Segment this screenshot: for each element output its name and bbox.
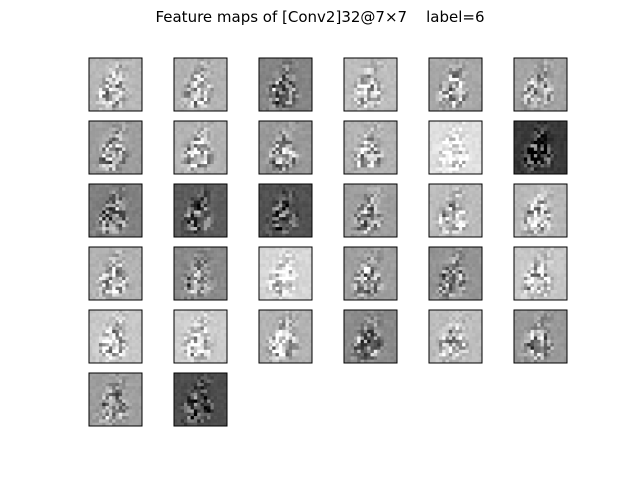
feature-map-26 (173, 309, 228, 364)
feature-map-frame (88, 183, 143, 238)
feature-map-8 (173, 120, 228, 175)
feature-map-16 (343, 183, 398, 238)
feature-map-6 (513, 57, 568, 112)
feature-map-frame (88, 57, 143, 112)
feature-map-frame (343, 183, 398, 238)
feature-map-frame (258, 120, 313, 175)
feature-map-24 (513, 246, 568, 301)
feature-map-13 (88, 183, 143, 238)
feature-map-18 (513, 183, 568, 238)
feature-map-5 (428, 57, 483, 112)
feature-map-19 (88, 246, 143, 301)
feature-map-17 (428, 183, 483, 238)
feature-map-frame (258, 183, 313, 238)
feature-map-22 (343, 246, 398, 301)
feature-map-frame (428, 120, 483, 175)
feature-map-2 (173, 57, 228, 112)
feature-map-12 (513, 120, 568, 175)
feature-map-20 (173, 246, 228, 301)
feature-map-frame (428, 246, 483, 301)
feature-map-10 (343, 120, 398, 175)
feature-map-31 (88, 372, 143, 427)
figure-title: Feature maps of [Conv2]32@7×7 label=6 (155, 8, 485, 26)
feature-map-frame (88, 372, 143, 427)
feature-map-frame (428, 57, 483, 112)
feature-map-25 (88, 309, 143, 364)
feature-map-7 (88, 120, 143, 175)
feature-map-frame (88, 246, 143, 301)
feature-map-frame (258, 309, 313, 364)
feature-map-28 (343, 309, 398, 364)
feature-map-15 (258, 183, 313, 238)
feature-map-frame (343, 309, 398, 364)
feature-map-frame (343, 120, 398, 175)
feature-map-frame (343, 246, 398, 301)
feature-map-frame (343, 57, 398, 112)
feature-map-frame (428, 183, 483, 238)
feature-map-frame (173, 309, 228, 364)
feature-map-frame (428, 309, 483, 364)
feature-map-9 (258, 120, 313, 175)
feature-map-11 (428, 120, 483, 175)
feature-map-14 (173, 183, 228, 238)
feature-map-frame (513, 120, 568, 175)
feature-map-frame (513, 309, 568, 364)
feature-map-4 (343, 57, 398, 112)
feature-map-29 (428, 309, 483, 364)
feature-map-frame (88, 120, 143, 175)
feature-map-frame (513, 183, 568, 238)
feature-map-frame (173, 372, 228, 427)
feature-map-1 (88, 57, 143, 112)
feature-map-frame (173, 246, 228, 301)
feature-map-frame (513, 246, 568, 301)
feature-map-frame (513, 57, 568, 112)
feature-map-frame (258, 57, 313, 112)
feature-map-frame (173, 183, 228, 238)
feature-map-frame (173, 120, 228, 175)
feature-map-23 (428, 246, 483, 301)
feature-map-30 (513, 309, 568, 364)
feature-map-frame (258, 246, 313, 301)
feature-map-21 (258, 246, 313, 301)
feature-map-frame (173, 57, 228, 112)
feature-map-frame (88, 309, 143, 364)
feature-map-32 (173, 372, 228, 427)
feature-map-27 (258, 309, 313, 364)
feature-map-3 (258, 57, 313, 112)
